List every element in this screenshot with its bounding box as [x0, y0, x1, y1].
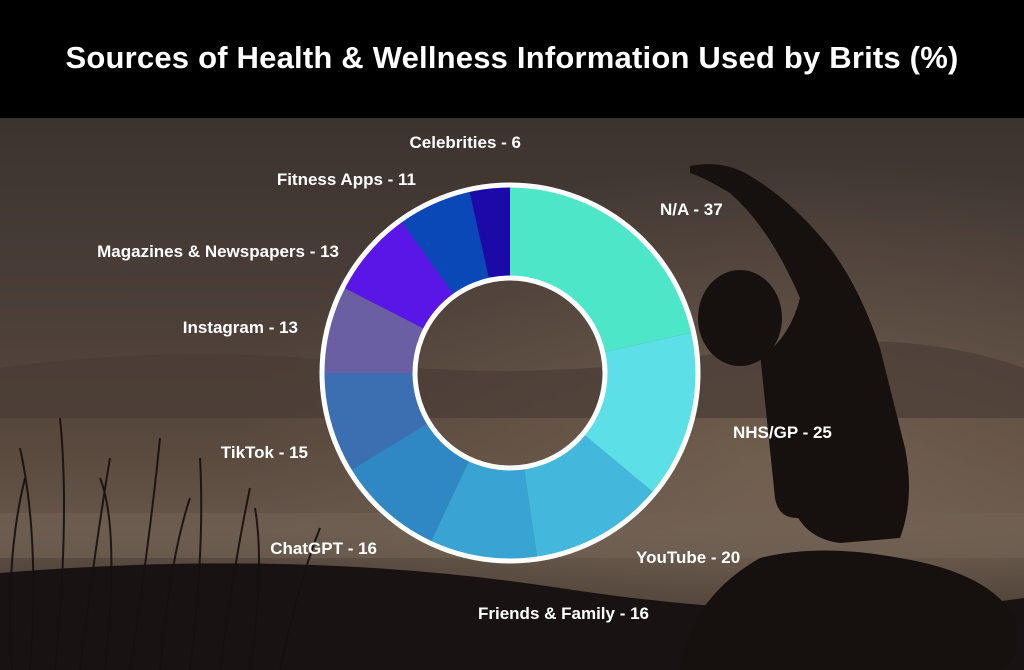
- slice-chatgpt: [349, 422, 470, 544]
- chart-title: Sources of Health & Wellness Information…: [65, 40, 959, 75]
- donut-inner-outline: [412, 275, 608, 471]
- slice-youtube: [523, 433, 655, 559]
- slice-celebrities: [469, 185, 510, 281]
- slice-label-tiktok: TikTok - 15: [221, 443, 308, 462]
- slice-label-n-a: N/A - 37: [660, 200, 723, 219]
- slice-label-nhs-gp: NHS/GP - 25: [733, 423, 832, 442]
- slice-label-fitness-apps: Fitness Apps - 11: [277, 170, 416, 189]
- slice-instagram: [322, 287, 426, 373]
- slice-label-instagram: Instagram - 13: [183, 318, 298, 337]
- slice-label-magazines-newspapers: Magazines & Newspapers - 13: [97, 242, 339, 261]
- slice-nhs-gp: [583, 332, 698, 494]
- slice-label-celebrities: Celebrities - 6: [410, 133, 522, 152]
- slice-tiktok: [322, 373, 429, 471]
- slice-n-a: [510, 185, 694, 353]
- slice-labels: N/A - 37 NHS/GP - 25 YouTube - 20 Friends &…: [97, 133, 832, 623]
- donut-slices: [322, 185, 698, 561]
- yoga-silhouette: [680, 164, 1018, 670]
- slice-label-chatgpt: ChatGPT - 16: [270, 539, 377, 558]
- slice-label-youtube: YouTube - 20: [636, 548, 740, 567]
- donut-outer-outline: [319, 182, 701, 564]
- slice-fitness-apps: [400, 189, 490, 296]
- slice-label-friends-family: Friends & Family - 16: [478, 604, 649, 623]
- title-bar: Sources of Health & Wellness Information…: [0, 0, 1024, 118]
- slice-friends-family: [430, 459, 538, 561]
